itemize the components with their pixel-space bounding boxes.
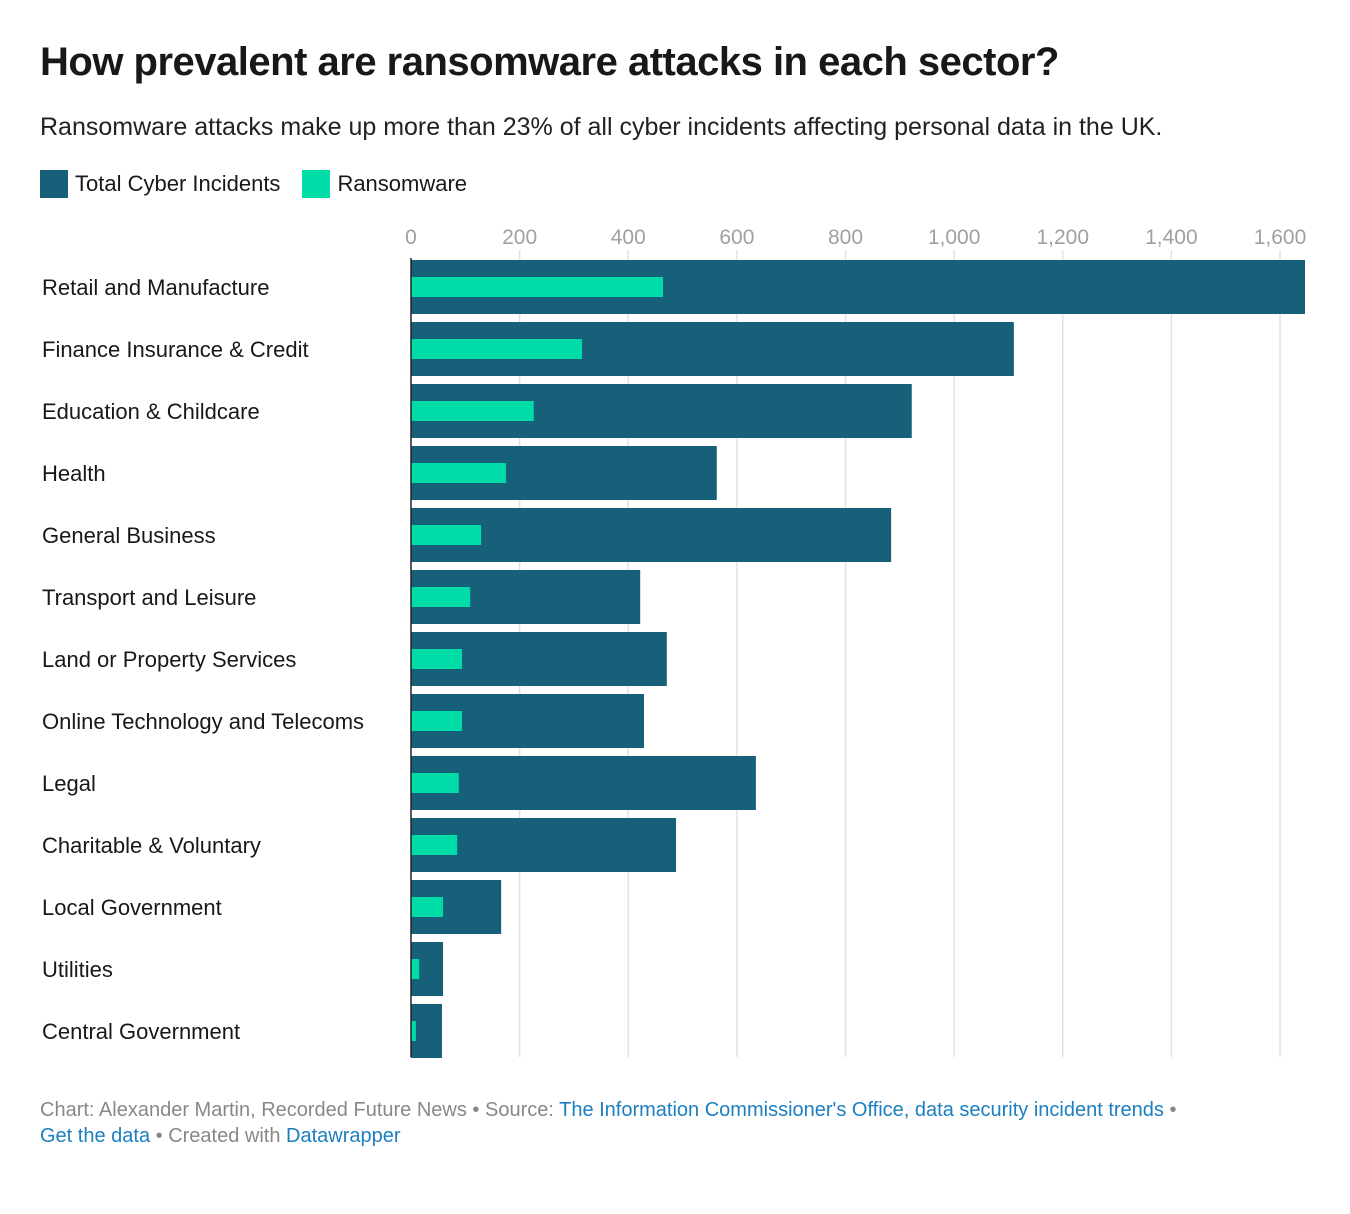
- category-label: Transport and Leisure: [42, 585, 256, 610]
- legend-item-ransomware: Ransomware: [302, 170, 467, 198]
- datawrapper-link[interactable]: Datawrapper: [286, 1125, 401, 1147]
- bar-ransomware: [411, 587, 471, 607]
- footer-sep: •: [150, 1125, 169, 1147]
- footer-sep: •: [466, 1099, 485, 1121]
- category-label: Legal: [42, 771, 96, 796]
- x-tick-label: 200: [502, 226, 537, 249]
- category-label: General Business: [42, 523, 216, 548]
- footer-source-label: Source:: [484, 1099, 560, 1121]
- x-tick-label: 0: [405, 226, 417, 249]
- bar-ransomware: [411, 401, 534, 421]
- x-tick-label: 1,400: [1145, 226, 1198, 249]
- category-label: Retail and Manufacture: [42, 275, 269, 300]
- legend-label-ransomware: Ransomware: [337, 171, 468, 196]
- bar-ransomware: [411, 835, 458, 855]
- chart-title: How prevalent are ransomware attacks in …: [40, 40, 1059, 84]
- bar-ransomware: [411, 649, 463, 669]
- category-label: Finance Insurance & Credit: [42, 337, 309, 362]
- legend-swatch-ransomware: [302, 170, 331, 198]
- footer: Chart: Alexander Martin, Recorded Future…: [40, 1097, 1310, 1149]
- bar-ransomware: [411, 339, 583, 359]
- chart-subtitle: Ransomware attacks make up more than 23%…: [40, 113, 1163, 141]
- x-tick-label: 600: [719, 226, 754, 249]
- x-tick-label: 400: [611, 226, 646, 249]
- bar-total: [411, 756, 756, 810]
- bar-total: [411, 1004, 442, 1058]
- category-label: Local Government: [42, 895, 222, 920]
- bar-ransomware: [411, 277, 664, 297]
- bar-ransomware: [411, 463, 507, 483]
- category-label: Education & Childcare: [42, 399, 260, 424]
- category-label: Health: [42, 461, 106, 486]
- legend-item-total: Total Cyber Incidents: [40, 170, 280, 198]
- footer-credit: Chart: Alexander Martin, Recorded Future…: [40, 1099, 467, 1121]
- bar-total: [411, 508, 892, 562]
- bar-ransomware: [411, 1021, 416, 1041]
- bar-ransomware: [411, 897, 444, 917]
- category-label: Land or Property Services: [42, 647, 296, 672]
- category-label: Utilities: [42, 957, 113, 982]
- footer-created: Created with: [168, 1125, 287, 1147]
- legend: Total Cyber Incidents Ransomware: [40, 170, 467, 198]
- x-tick-label: 800: [828, 226, 863, 249]
- footer-sep: •: [1163, 1099, 1177, 1121]
- bar-ransomware: [411, 959, 420, 979]
- category-label: Charitable & Voluntary: [42, 833, 261, 858]
- legend-label-total: Total Cyber Incidents: [75, 171, 281, 196]
- source-link[interactable]: The Information Commissioner's Office, d…: [559, 1099, 1164, 1121]
- category-label: Central Government: [42, 1019, 240, 1044]
- legend-swatch-total: [40, 170, 68, 198]
- bar-ransomware: [411, 711, 463, 731]
- category-label: Online Technology and Telecoms: [42, 709, 364, 734]
- x-tick-label: 1,200: [1036, 226, 1089, 249]
- x-tick-label: 1,600: [1254, 226, 1307, 249]
- get-data-link[interactable]: Get the data: [40, 1125, 151, 1147]
- bar-ransomware: [411, 525, 482, 545]
- bar-ransomware: [411, 773, 459, 793]
- x-tick-label: 1,000: [928, 226, 981, 249]
